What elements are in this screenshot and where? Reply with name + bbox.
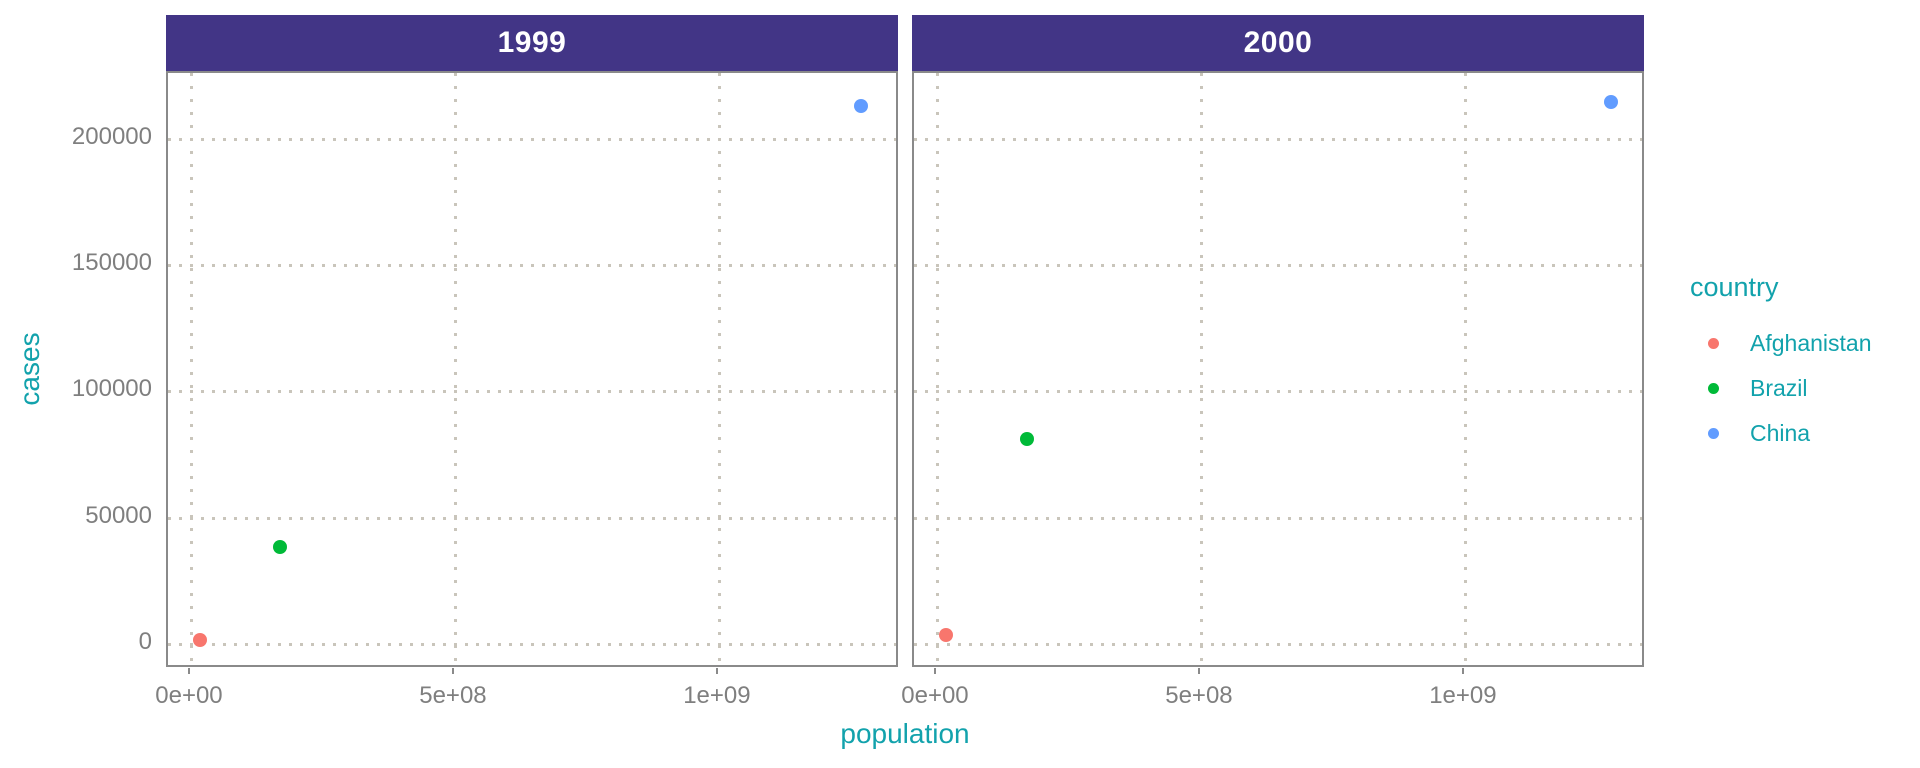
legend-items: Afghanistan Brazil China — [1690, 321, 1871, 456]
x-axis-tick-label: 5e+08 — [1165, 682, 1233, 709]
x-axis-tick-label: 5e+08 — [419, 682, 487, 709]
legend-key-dot — [1708, 383, 1719, 394]
x-axis-tick-label: 1e+09 — [1429, 682, 1497, 709]
data-point-afghanistan — [192, 633, 207, 648]
plot-panel — [912, 71, 1644, 667]
legend-key-dot — [1708, 338, 1719, 349]
x-axis-tick — [187, 668, 190, 674]
gridline-vertical — [453, 73, 457, 665]
legend-key-dot — [1708, 428, 1719, 439]
data-point-afghanistan — [938, 628, 953, 643]
plot-panel — [166, 71, 898, 667]
gridline-horizontal — [168, 390, 896, 394]
y-axis-title: cases — [14, 332, 45, 406]
gridline-vertical — [1463, 73, 1467, 665]
gridline-vertical — [717, 73, 721, 665]
x-axis-tick — [933, 668, 936, 674]
facet-strip-label: 2000 — [1243, 26, 1313, 59]
legend-item-china: China — [1690, 411, 1871, 456]
x-axis-title: population — [840, 718, 970, 749]
y-axis-tick-label: 150000 — [71, 249, 152, 277]
x-axis-tick-label: 0e+00 — [155, 682, 223, 709]
y-axis-tick-label: 0 — [138, 627, 152, 655]
x-axis-tick — [1197, 668, 1200, 674]
y-axis-tick-label: 200000 — [71, 122, 152, 150]
legend-item-label: Afghanistan — [1750, 330, 1872, 356]
y-axis-tick-label: 100000 — [71, 375, 152, 403]
gridline-vertical — [1199, 73, 1203, 665]
y-axis-tick-label: 50000 — [85, 501, 152, 529]
gridline-horizontal — [914, 516, 1642, 520]
x-axis-tick — [715, 668, 718, 674]
facet-strip-label: 1999 — [497, 26, 567, 59]
data-point-brazil — [1020, 431, 1035, 446]
x-axis-tick-label: 0e+00 — [901, 682, 969, 709]
gridline-horizontal — [168, 642, 896, 646]
gridline-horizontal — [914, 137, 1642, 141]
gridline-vertical — [189, 73, 193, 665]
data-point-china — [853, 98, 868, 113]
legend-item-afghanistan: Afghanistan — [1690, 321, 1871, 366]
gridline-horizontal — [168, 516, 896, 520]
gridline-horizontal — [168, 137, 896, 141]
gridline-horizontal — [914, 642, 1642, 646]
gridline-horizontal — [914, 390, 1642, 394]
x-axis-tick — [1461, 668, 1464, 674]
facet-strip: 1999 — [166, 15, 898, 71]
gridline-horizontal — [914, 264, 1642, 268]
gridline-horizontal — [168, 264, 896, 268]
data-point-brazil — [272, 539, 287, 554]
legend-title: country — [1690, 272, 1779, 302]
gridline-vertical — [935, 73, 939, 665]
legend-item-label: China — [1750, 420, 1811, 446]
legend-item-brazil: Brazil — [1690, 366, 1871, 411]
legend-item-label: Brazil — [1750, 375, 1808, 401]
data-point-china — [1603, 95, 1618, 110]
x-axis-tick-label: 1e+09 — [683, 682, 751, 709]
x-axis-tick — [451, 668, 454, 674]
facet-strip: 2000 — [912, 15, 1644, 71]
legend: country Afghanistan Brazil China — [1690, 272, 1871, 456]
